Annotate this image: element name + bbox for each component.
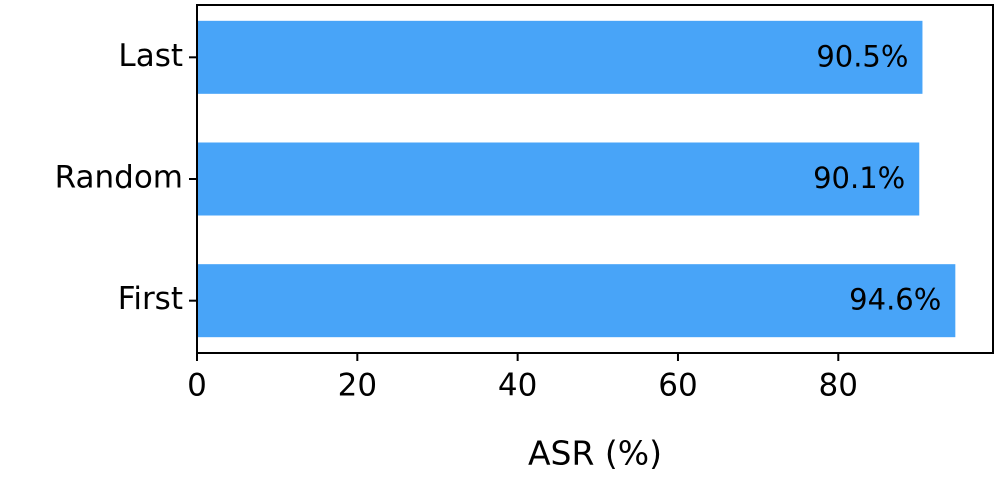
x-tick-label: 60 — [658, 368, 697, 404]
y-tick-label: Random — [55, 160, 183, 196]
y-tick-label: First — [118, 281, 183, 317]
plot-frame — [196, 4, 994, 354]
bar — [197, 142, 920, 216]
y-tick-label: Last — [118, 38, 183, 74]
value-label: 90.1% — [813, 161, 905, 195]
bar — [197, 20, 923, 94]
x-tick-label: 0 — [187, 368, 207, 404]
value-label: 94.6% — [849, 283, 941, 317]
x-tick-label: 40 — [498, 368, 537, 404]
x-axis-label: ASR (%) — [528, 434, 662, 473]
x-tick-label: 20 — [338, 368, 377, 404]
value-label: 90.5% — [816, 39, 908, 73]
x-tick-label: 80 — [819, 368, 858, 404]
bar — [197, 264, 956, 338]
